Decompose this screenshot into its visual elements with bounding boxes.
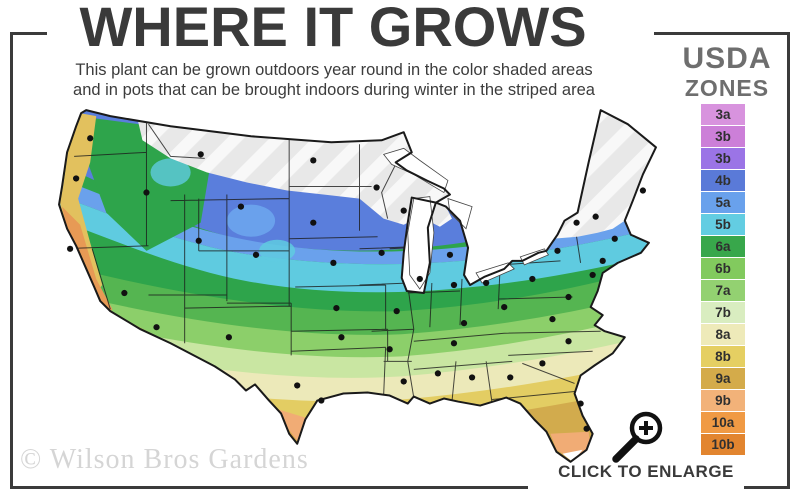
city-dot (599, 257, 606, 264)
zone-swatch-4b: 4b (701, 170, 745, 191)
city-dot (73, 175, 80, 182)
zone-swatch-3a: 3a (701, 104, 745, 125)
city-dots (66, 135, 647, 432)
city-dot (252, 251, 260, 258)
patch-coast-orange (62, 206, 113, 320)
zone-swatch-3b: 3b (701, 148, 745, 169)
city-dot (330, 259, 337, 266)
city-dot (554, 247, 561, 254)
zone-swatch-3b: 3b (701, 126, 745, 147)
city-dot (225, 334, 232, 341)
city-dot (378, 249, 385, 256)
zone-swatch-10a: 10a (701, 412, 745, 433)
zone-swatch-5b: 5b (701, 214, 745, 235)
city-dot (400, 378, 407, 385)
patch-nw-cyan (150, 158, 191, 187)
usda-zone-map[interactable] (50, 102, 665, 474)
patch-rockies-blue-2 (208, 184, 237, 205)
city-dot (592, 213, 599, 220)
frame-left-vertical (10, 32, 13, 489)
city-dot (468, 374, 476, 381)
city-dot (446, 251, 454, 258)
frame-top-left-segment (10, 32, 47, 35)
zone-swatch-7b: 7b (701, 302, 745, 323)
city-dot (434, 370, 442, 377)
subtitle: This plant can be grown outdoors year ro… (12, 60, 656, 100)
city-dot (197, 151, 204, 158)
city-dot (373, 184, 380, 191)
zone-list: 3a 3b 3b 4b 5a 5b 6a 6b 7a 7b 8a 8b 9a 9b 10a 10b (701, 104, 745, 456)
us-outline (58, 109, 657, 463)
city-dot (639, 187, 647, 194)
magnifier-zoom-icon[interactable] (602, 406, 664, 468)
city-dot (153, 324, 160, 331)
city-dot (611, 235, 618, 242)
city-dot (393, 307, 400, 315)
zone-swatch-6b: 6b (701, 258, 745, 279)
zone-swatch-8b: 8b (701, 346, 745, 367)
city-dot (310, 219, 317, 226)
city-dot (565, 293, 572, 301)
zone-swatch-10b: 10b (701, 434, 745, 455)
patch-white-florida-tip (562, 449, 583, 462)
city-dot (501, 303, 508, 311)
city-dot (121, 289, 128, 297)
frame-right-vertical (787, 32, 790, 489)
frame-bottom-left-segment (10, 486, 528, 489)
city-dot (460, 320, 468, 327)
city-dot (294, 382, 301, 389)
lake-michigan (407, 196, 435, 290)
subtitle-line-1: This plant can be grown outdoors year ro… (75, 61, 593, 79)
striped-region-north (136, 114, 452, 227)
city-dot (583, 425, 590, 432)
city-dot (310, 157, 317, 164)
city-dot (539, 360, 546, 367)
city-dot (450, 340, 458, 347)
city-dot (529, 275, 536, 283)
legend-heading: USDA ZONES (664, 44, 790, 100)
city-dot (237, 203, 245, 210)
zone-bands (59, 110, 656, 462)
zone-swatch-7a: 7a (701, 280, 745, 301)
city-dot (450, 281, 458, 289)
band-5b (59, 190, 656, 293)
city-dot (87, 135, 94, 142)
city-dot (143, 189, 150, 196)
subtitle-line-2: and in pots that can be brought indoors … (73, 81, 595, 99)
zone-swatch-9a: 9a (701, 368, 745, 389)
page-title: WHERE IT GROWS (79, 0, 587, 58)
city-dot (338, 334, 345, 341)
city-dot (400, 207, 407, 214)
click-to-enlarge-label[interactable]: CLICK TO ENLARGE (558, 462, 734, 481)
lake-huron (447, 197, 473, 230)
watermark: © Wilson Bros Gardens (20, 444, 309, 475)
city-dot (195, 237, 202, 244)
legend-heading-zones: ZONES (684, 75, 770, 101)
city-dot (483, 279, 490, 287)
patch-rockies-blue (226, 204, 276, 237)
city-dot (549, 316, 556, 323)
city-dot (318, 397, 325, 404)
city-dot (565, 338, 572, 345)
patch-9b-florida (550, 431, 591, 460)
city-dot (589, 271, 596, 279)
zone-swatch-5a: 5a (701, 192, 745, 213)
frame-top-right-segment (654, 32, 790, 35)
legend-heading-usda: USDA (682, 42, 772, 75)
city-dot (333, 304, 340, 312)
city-dot (573, 219, 580, 226)
state-borders (60, 122, 601, 404)
zone-swatch-9b: 9b (701, 390, 745, 411)
city-dot (66, 245, 74, 252)
frame-bottom-right-segment (744, 486, 790, 489)
city-dot (416, 275, 423, 283)
city-dot (577, 400, 584, 407)
zone-swatch-6a: 6a (701, 236, 745, 257)
city-dot (507, 374, 514, 381)
zone-swatch-8a: 8a (701, 324, 745, 345)
city-dot (386, 346, 393, 353)
